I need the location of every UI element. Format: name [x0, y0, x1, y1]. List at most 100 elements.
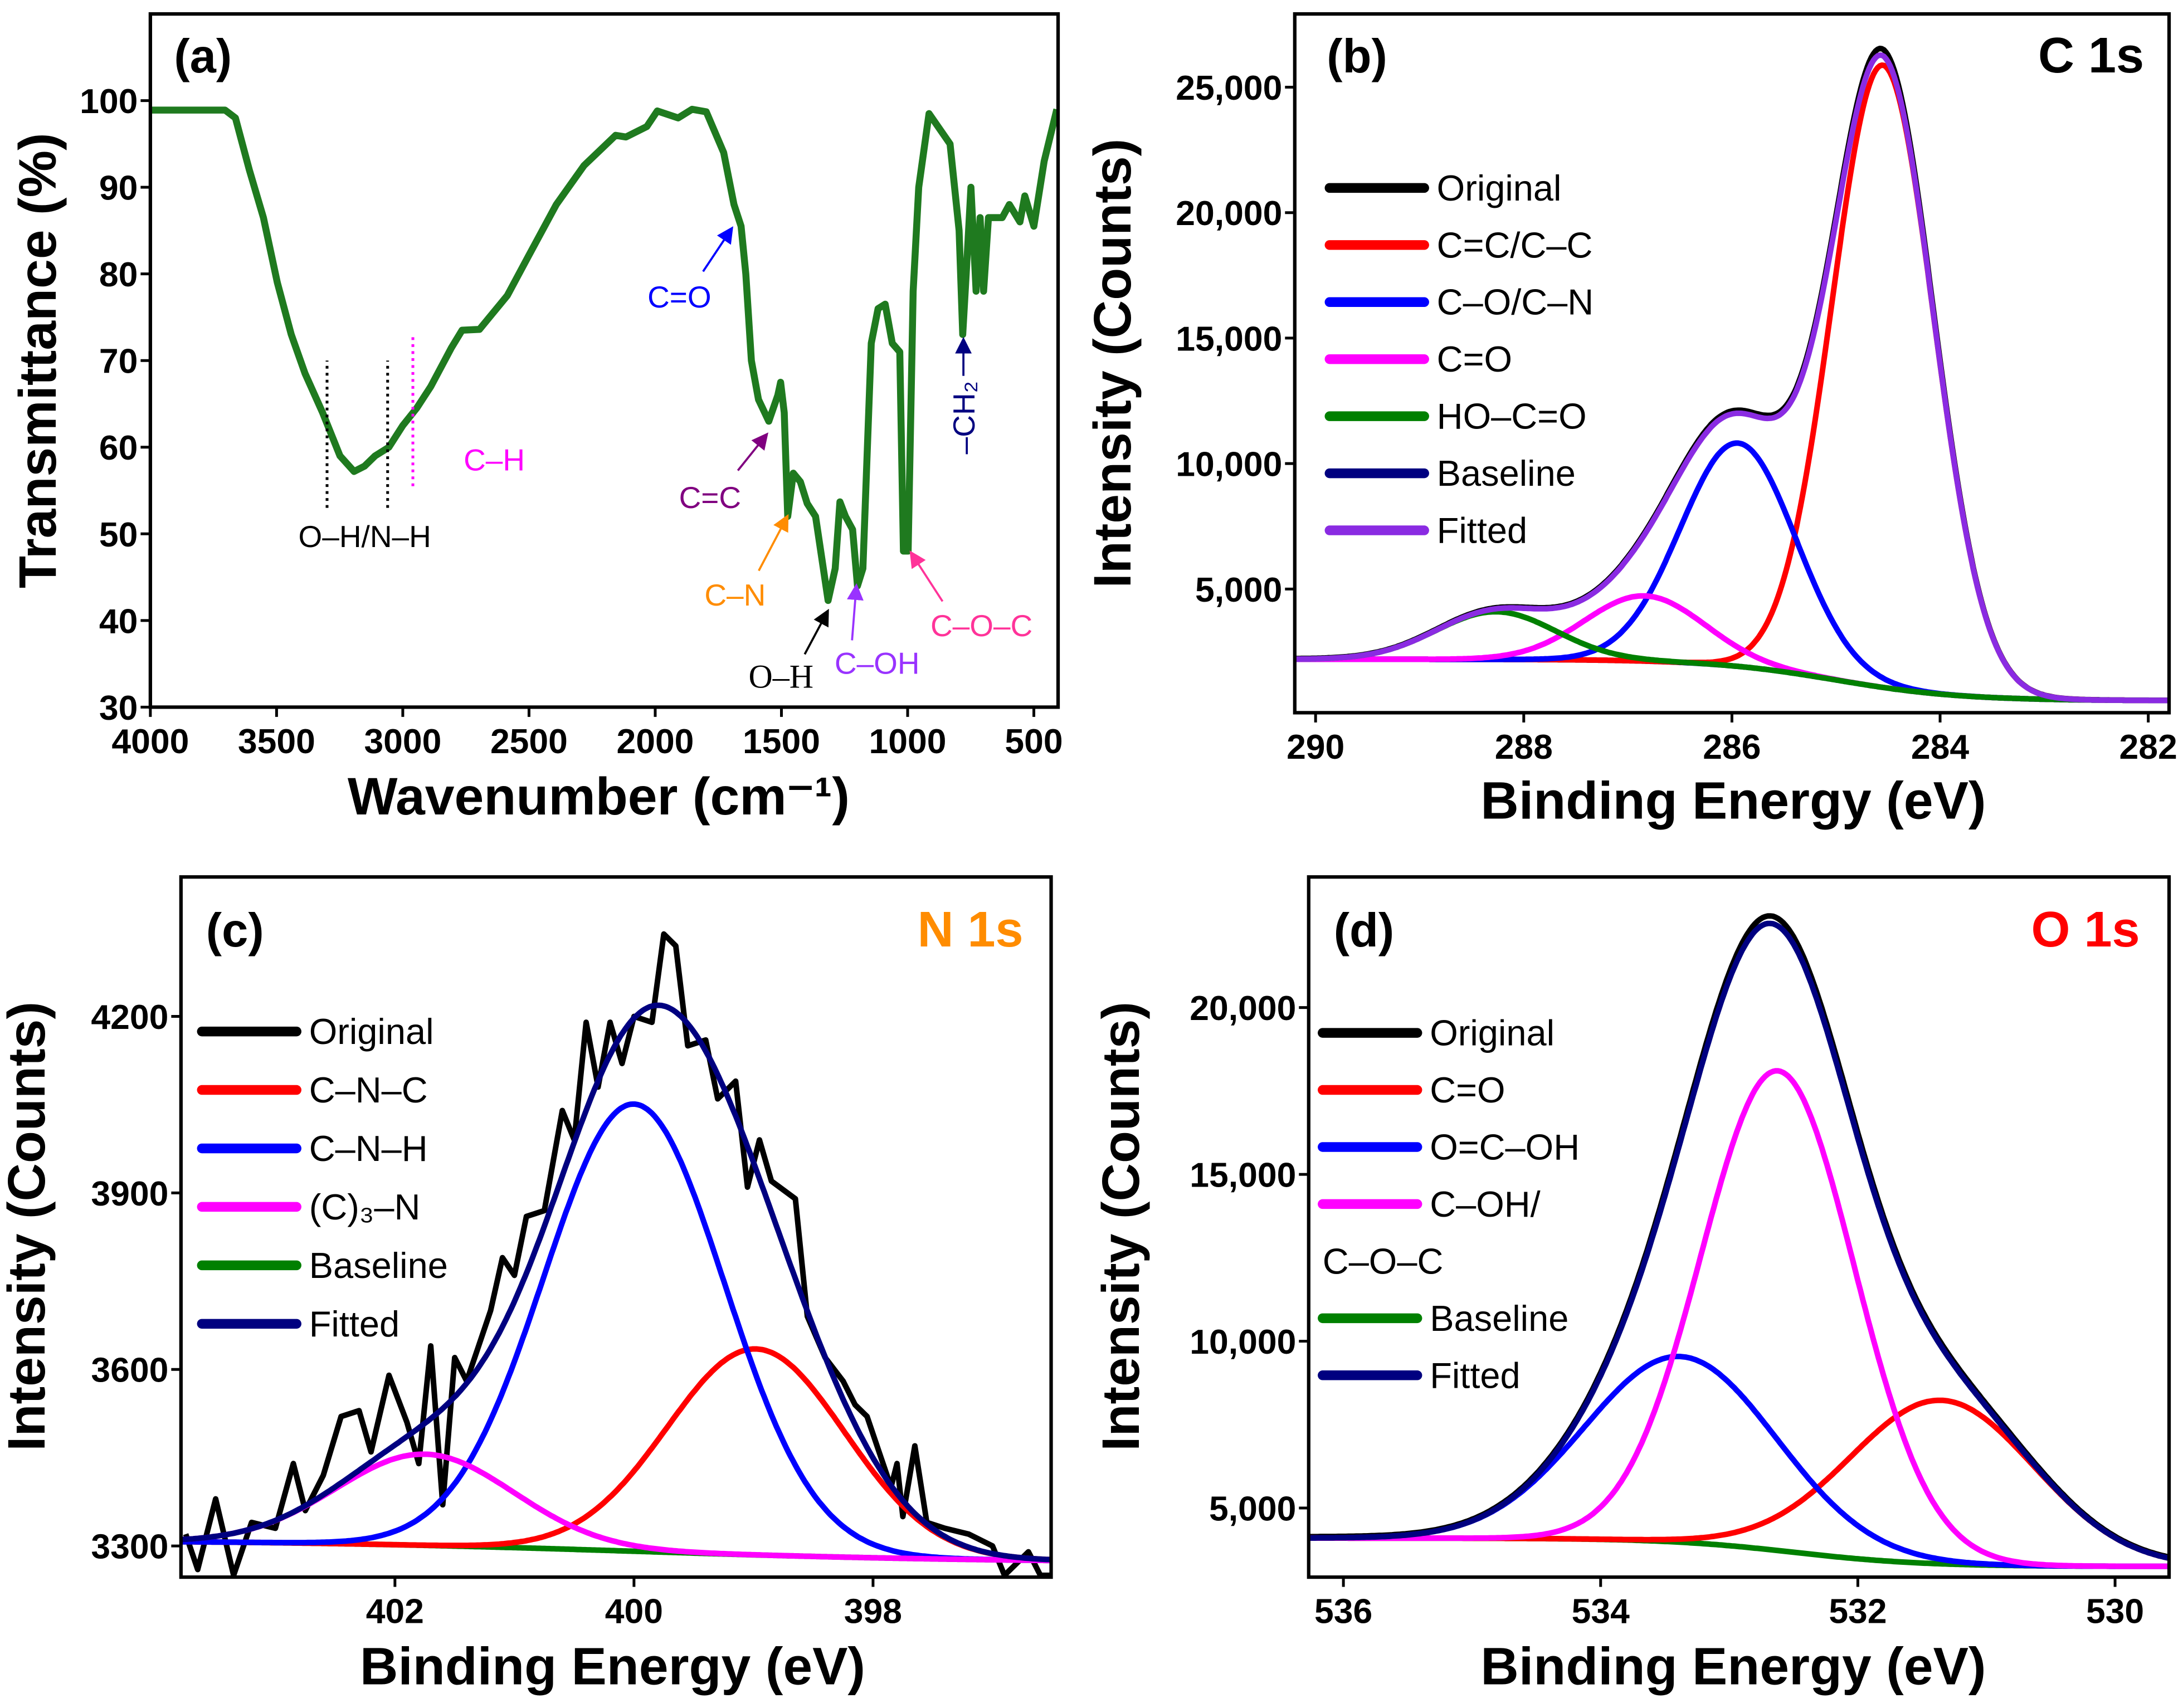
x-axis-title: Wavenumber (cm⁻¹) [348, 767, 850, 826]
band-annotation: C–O–C [930, 608, 1032, 643]
series-peak-line [181, 1346, 1051, 1563]
band-annotation: C–H [464, 443, 525, 477]
legend-label: C–OH/ [1430, 1184, 1541, 1224]
panel-label: (b) [1327, 30, 1387, 83]
x-tick-label: 4000 [111, 722, 189, 761]
panel-label: (a) [174, 30, 232, 83]
y-tick-label: 3300 [91, 1528, 168, 1567]
x-tick-label: 1000 [869, 722, 947, 761]
series-original-line [1294, 45, 2170, 704]
band-annotation: O–H/N–H [299, 519, 431, 554]
panel-d: 536 534 532 530 5,000 10,000 15,000 20,000 Bindi… [1092, 875, 2171, 1696]
panel-label: (c) [206, 904, 264, 957]
legend-label: C–N–H [309, 1128, 428, 1169]
band-annotation: C–N [704, 578, 766, 612]
legend-label: Fitted [309, 1304, 399, 1344]
annotation-arrow [803, 608, 829, 655]
legend-label: Baseline [309, 1245, 448, 1286]
legend-label: Original [1437, 168, 1562, 208]
x-axis-title: Binding Energy (eV) [1480, 771, 1986, 830]
x-tick-label: 500 [1005, 722, 1063, 761]
y-tick-label: 60 [99, 428, 138, 467]
series-peak-line [1294, 593, 2170, 704]
series-peak-line [181, 1101, 1051, 1564]
legend-label: (C)₃–N [309, 1187, 421, 1227]
x-axis-title: Binding Energy (eV) [360, 1637, 865, 1696]
x-tick-label: 282 [2119, 728, 2177, 767]
annotation-arrow [909, 550, 944, 602]
legend-label: O=C–OH [1430, 1126, 1580, 1167]
plot-area [150, 105, 1059, 604]
y-tick-label: 10,000 [1176, 445, 1282, 484]
x-tick-label: 2500 [490, 722, 568, 761]
y-tick-label: 5,000 [1195, 570, 1282, 609]
x-tick-label: 2000 [616, 722, 694, 761]
x-tick-label: 286 [1703, 728, 1761, 767]
plot-frame [148, 12, 1060, 709]
annotation-arrow [758, 514, 789, 572]
series-peak-line [1294, 62, 2170, 704]
x-tick-label: 3000 [364, 722, 441, 761]
x-tick-label: 534 [1572, 1592, 1630, 1631]
band-annotation: C=C [679, 480, 741, 515]
legend-label-continued: C–O–C [1323, 1241, 1444, 1281]
series-fitted-line [1309, 920, 2170, 1561]
y-tick-label: 70 [99, 342, 138, 381]
plot-frame [1307, 875, 2171, 1579]
y-tick-label: 30 [99, 689, 138, 728]
panel-c: 402 400 398 3300 3600 3900 4200 Binding Energy … [0, 875, 1053, 1696]
legend-label: Original [1430, 1013, 1555, 1053]
y-tick-label: 3600 [91, 1351, 168, 1390]
band-annotation: C=O [647, 280, 712, 314]
x-tick-label: 402 [366, 1592, 424, 1631]
y-tick-label: 20,000 [1190, 989, 1296, 1028]
legend-label: C=C/C–C [1437, 225, 1593, 265]
y-axis-title: Intensity (Counts) [1083, 139, 1142, 588]
x-tick-label: 288 [1495, 728, 1553, 767]
y-tick-label: 40 [99, 602, 138, 641]
series-fitted-line [181, 1002, 1051, 1563]
x-tick-label: 290 [1287, 728, 1344, 767]
plot-frame [1293, 12, 2171, 715]
legend-label: C–O/C–N [1437, 282, 1594, 323]
x-tick-label: 398 [844, 1592, 902, 1631]
x-tick-label: 3500 [238, 722, 315, 761]
series-peak-line [1309, 1068, 2170, 1569]
y-axis-title: Transmittance (%) [8, 133, 67, 588]
legend-label: Original [309, 1011, 434, 1052]
ftir-line [150, 105, 1059, 604]
x-tick-label: 536 [1314, 1592, 1372, 1631]
legend-label: C=O [1437, 339, 1512, 379]
annotation-arrow [702, 226, 733, 272]
x-tick-label: 284 [1911, 728, 1969, 767]
annotation-arrow [737, 432, 768, 471]
plot-area [181, 931, 1051, 1578]
band-annotation: –CH₂ [947, 381, 981, 454]
series-fitted-line [1294, 52, 2170, 704]
legend-label: C–N–C [309, 1070, 428, 1110]
core-level-label: C 1s [2038, 28, 2144, 84]
plot-area [1294, 45, 2170, 704]
series-original-line [183, 931, 1051, 1578]
band-annotation: O–H [748, 658, 813, 695]
series-peak-line [1309, 1397, 2170, 1561]
y-tick-label: 10,000 [1190, 1323, 1296, 1361]
panel-a: 4000 3500 3000 2500 2000 1500 1000 500 30 40 50 60 7… [8, 12, 1063, 826]
y-tick-label: 3900 [91, 1174, 168, 1213]
x-tick-label: 530 [2086, 1592, 2144, 1631]
legend-label: Fitted [1437, 510, 1527, 551]
panel-label: (d) [1334, 904, 1394, 957]
panel-b: 290 288 286 284 282 5,000 10,000 15,000 20,000 25… [1083, 12, 2177, 830]
y-tick-label: 5,000 [1209, 1490, 1296, 1529]
y-tick-label: 80 [99, 255, 138, 294]
x-tick-label: 400 [605, 1592, 663, 1631]
y-axis-title: Intensity (Counts) [1092, 1002, 1151, 1451]
plot-area [1309, 913, 2170, 1569]
y-tick-label: 90 [99, 169, 138, 208]
legend-label: Baseline [1437, 453, 1576, 494]
y-tick-label: 15,000 [1190, 1156, 1296, 1195]
x-tick-label: 532 [1829, 1592, 1887, 1631]
plot-frame [179, 875, 1053, 1579]
y-tick-label: 100 [80, 82, 138, 121]
annotation-arrow [846, 583, 864, 641]
